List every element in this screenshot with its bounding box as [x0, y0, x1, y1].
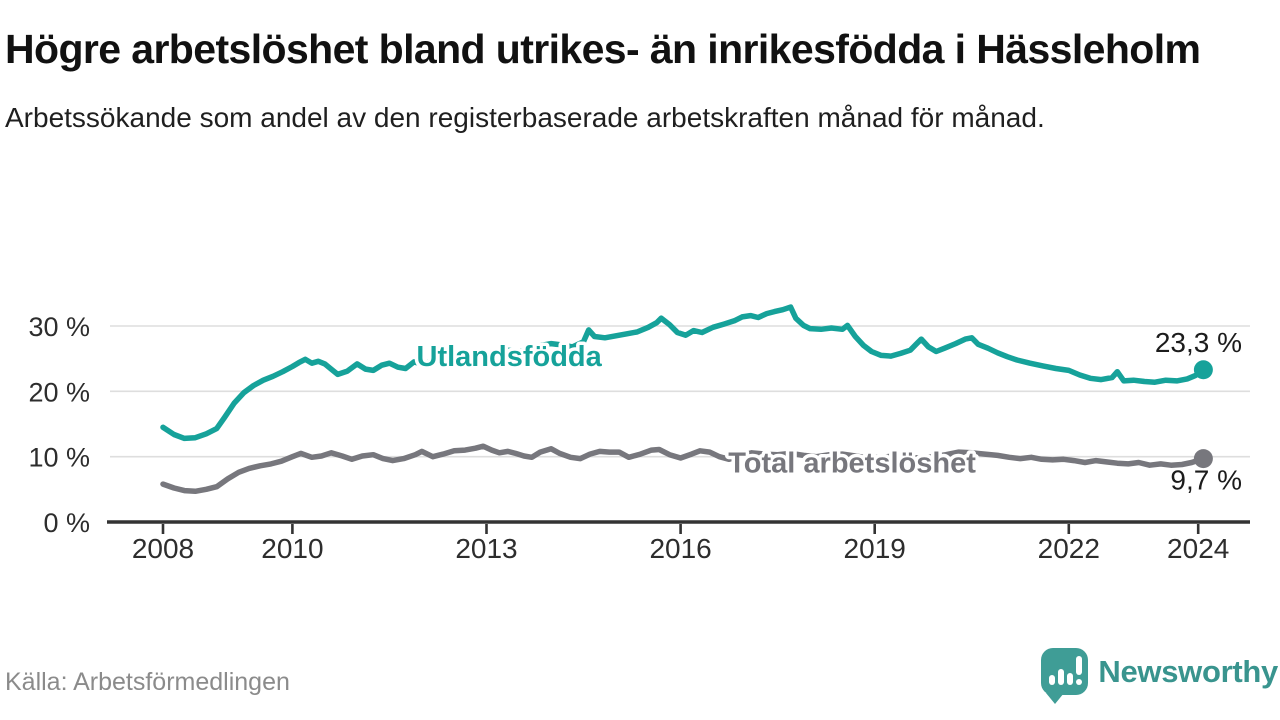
x-tick-label: 2013	[455, 533, 517, 564]
x-tick-label: 2019	[844, 533, 906, 564]
chart-title: Högre arbetslöshet bland utrikes- än inr…	[5, 26, 1201, 72]
chart-subtitle: Arbetssökande som andel av den registerb…	[5, 101, 1045, 133]
logo-bar-icon	[1049, 675, 1056, 685]
x-tick-label: 2024	[1167, 533, 1229, 564]
series-label-total-arbetsl-shet: Total arbetslöshet	[728, 447, 976, 479]
y-tick-label: 30 %	[28, 312, 90, 342]
source-note: Källa: Arbetsförmedlingen	[5, 668, 290, 696]
series-line-total-arbetsl-shet	[160, 443, 1207, 495]
series-end-value-utlandsf-dda: 23,3 %	[1155, 327, 1242, 358]
logo-exclamation-dot-icon	[1076, 679, 1083, 685]
series-line-utlandsf-dda	[160, 304, 1207, 442]
series-end-value-total-arbetsl-shet: 9,7 %	[1170, 465, 1242, 496]
logo-bar-icon	[1067, 673, 1074, 685]
y-tick-label: 20 %	[28, 377, 90, 407]
series-label-utlandsf-dda: Utlandsfödda	[417, 341, 603, 373]
brand-lockup: Newsworthy	[1041, 648, 1278, 704]
series-end-dot-total-arbetsl-shet	[1193, 449, 1213, 469]
y-tick-label: 0 %	[43, 508, 90, 538]
y-tick-label: 10 %	[28, 443, 90, 473]
logo-exclamation-icon	[1076, 656, 1083, 675]
x-tick-label: 2022	[1038, 533, 1100, 564]
chart-header: Högre arbetslöshet bland utrikes- än inr…	[5, 22, 1267, 137]
logo-bar-icon	[1058, 669, 1065, 685]
x-tick-label: 2008	[132, 533, 194, 564]
brand-name: Newsworthy	[1098, 653, 1278, 689]
series-end-dot-utlandsf-dda	[1193, 360, 1213, 380]
newsworthy-logo-icon	[1041, 648, 1089, 704]
x-tick-label: 2010	[261, 533, 323, 564]
x-tick-label: 2016	[649, 533, 711, 564]
